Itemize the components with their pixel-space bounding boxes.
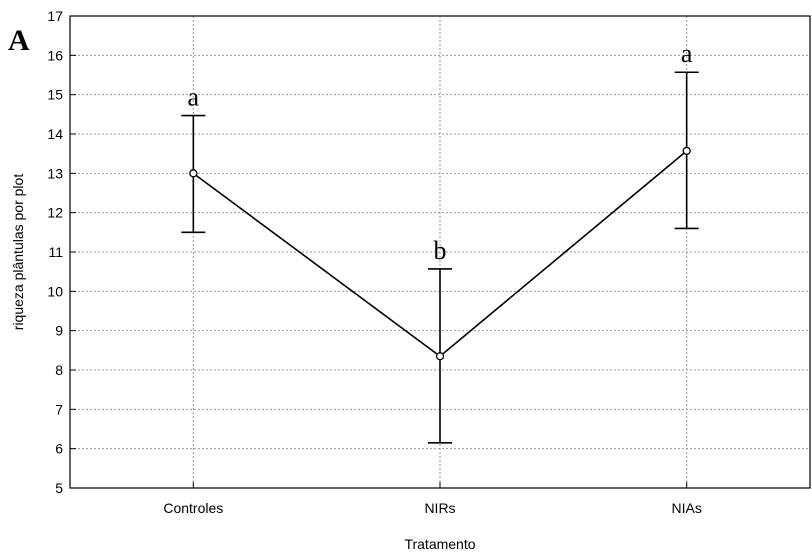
y-tick-label: 6	[55, 441, 63, 457]
x-tick-label: NIAs	[671, 500, 701, 516]
y-tick-label: 11	[48, 244, 63, 260]
series-layer: a b a	[181, 39, 699, 444]
y-tick-label: 8	[55, 362, 63, 378]
y-tick-label: 15	[47, 87, 63, 103]
y-tick-label: 7	[55, 401, 63, 417]
y-tick-label: 12	[47, 205, 63, 221]
data-point	[435, 352, 445, 361]
y-tick-label: 13	[47, 165, 63, 181]
y-tick-label: 14	[47, 126, 63, 142]
y-tick-label: 16	[47, 47, 63, 63]
y-tick-label: 5	[55, 480, 63, 496]
group-letter-label: a	[681, 39, 693, 68]
panel-label: A	[8, 24, 30, 57]
x-tick-label: Controles	[163, 500, 223, 516]
group-letter-label: a	[188, 83, 200, 112]
x-tick-label: NIRs	[424, 500, 455, 516]
group-letter-label: b	[434, 236, 447, 265]
y-tick-label: 9	[55, 323, 63, 339]
y-tick-label: 17	[47, 8, 63, 24]
data-point	[682, 146, 691, 156]
y-tick-label: 10	[47, 283, 63, 299]
y-axis-title: riqueza plântulas por plot	[10, 174, 26, 331]
data-point	[189, 169, 198, 178]
x-axis-title: Tratamento	[404, 536, 475, 552]
x-axis: Controles NIRs NIAs	[163, 482, 702, 516]
y-axis: 5 6 7 8 9 10 11 12 13 14 15 16 17	[47, 8, 76, 496]
